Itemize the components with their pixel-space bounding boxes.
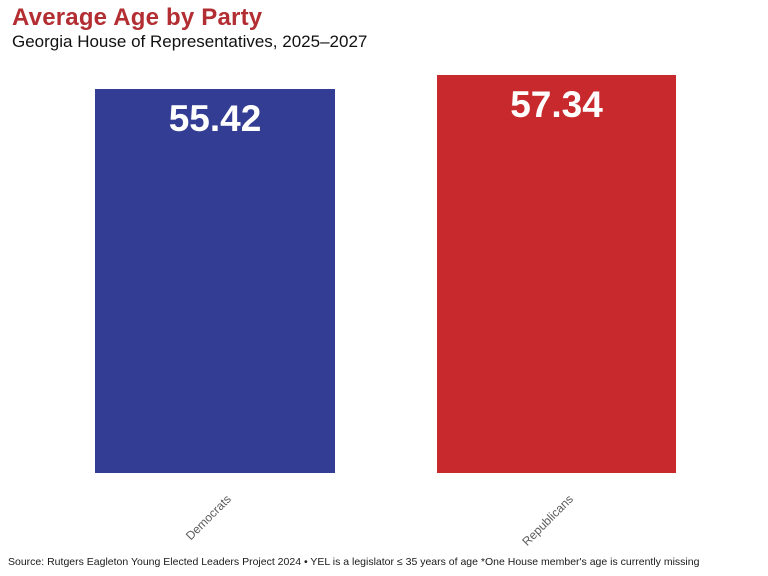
republicans-bar: 57.34 (437, 75, 676, 473)
source-note: Source: Rutgers Eagleton Young Elected L… (8, 556, 700, 568)
democrats-axis-label: Democrats (182, 492, 234, 543)
chart-subtitle: Georgia House of Representatives, 2025–2… (12, 32, 368, 51)
plot-area: 55.42 57.34 (95, 75, 676, 473)
democrats-value-label: 55.42 (168, 98, 262, 139)
republicans-axis-label: Republicans (519, 492, 576, 549)
chart-title: Average Age by Party (12, 4, 263, 31)
democrats-bar: 55.42 (95, 89, 335, 473)
republicans-value-label: 57.34 (510, 84, 603, 125)
